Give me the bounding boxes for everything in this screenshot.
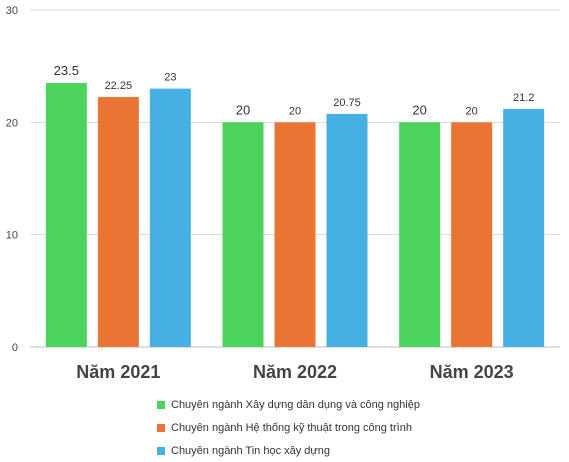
legend-item: Chuyên ngành Xây dựng dân dụng và công n… (157, 393, 420, 416)
legend-item: Chuyên ngành Tin học xây dựng (157, 439, 420, 462)
data-label: 23 (164, 72, 176, 84)
y-tick-label: 30 (6, 5, 18, 17)
x-axis: Năm 2021 Năm 2022 Năm 2023 (76, 362, 513, 382)
data-label: 20.75 (333, 97, 361, 109)
data-label: 20 (466, 105, 478, 117)
data-label: 20 (289, 105, 301, 117)
bar (399, 122, 441, 347)
bar (326, 113, 368, 348)
legend-swatch (157, 423, 165, 432)
data-label: 20 (236, 102, 250, 117)
data-labels: 23.5 22.25 23 20 20 20.75 20 20 21.2 (54, 63, 535, 117)
y-tick-label: 0 (12, 342, 18, 354)
data-label: 22.25 (105, 80, 133, 92)
data-label: 21.2 (513, 92, 534, 104)
bar (503, 108, 545, 347)
bars (45, 83, 545, 348)
x-category-label: Năm 2023 (430, 362, 514, 382)
data-label: 23.5 (54, 63, 79, 78)
legend-label: Chuyên ngành Tin học xây dựng (171, 444, 331, 457)
bar (274, 122, 316, 347)
legend-swatch (157, 446, 165, 455)
legend-swatch (157, 400, 165, 409)
x-category-label: Năm 2021 (76, 362, 160, 382)
data-label: 20 (412, 102, 426, 117)
bar (222, 122, 264, 347)
bar (45, 83, 87, 348)
legend-label: Chuyên ngành Xây dựng dân dụng và công n… (171, 398, 420, 411)
y-tick-label: 10 (6, 230, 18, 242)
legend: Chuyên ngành Xây dựng dân dụng và công n… (157, 393, 420, 462)
y-tick-label: 20 (6, 117, 18, 129)
x-category-label: Năm 2022 (253, 362, 337, 382)
bar (97, 97, 139, 347)
legend-label: Chuyên ngành Hệ thống kỹ thuật trong côn… (171, 421, 412, 434)
legend-item: Chuyên ngành Hệ thống kỹ thuật trong côn… (157, 416, 420, 439)
bar (149, 88, 191, 347)
bar (451, 122, 493, 347)
